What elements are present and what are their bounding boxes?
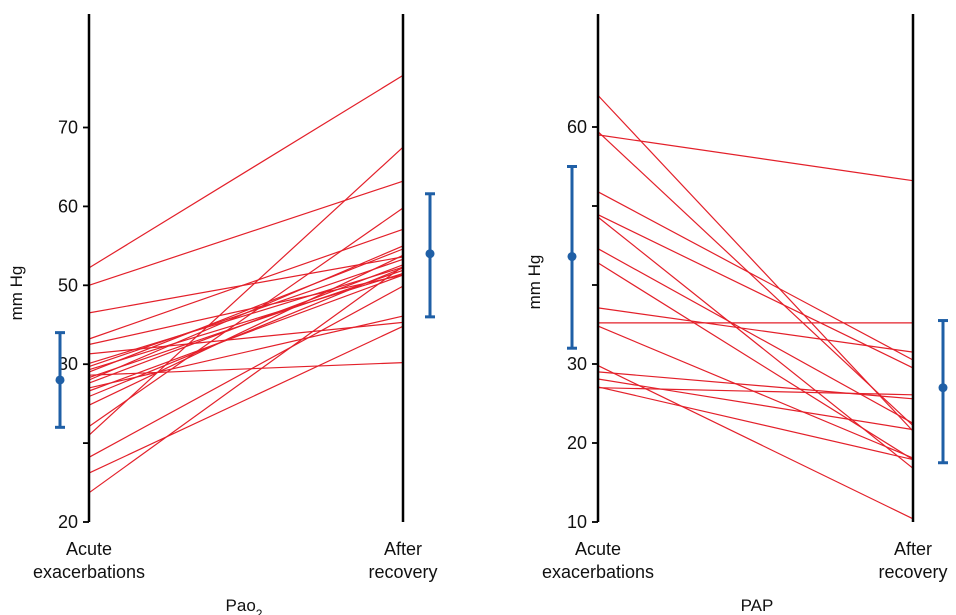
y-tick-label: 50 <box>58 275 78 295</box>
category-label-after: recovery <box>368 562 437 582</box>
subject-line-12 <box>88 269 404 379</box>
subject-line-7 <box>597 248 914 424</box>
subject-line-16 <box>597 387 914 396</box>
subject-line-3 <box>88 285 404 458</box>
mean-errorbar-after <box>425 192 435 319</box>
y-tick-label: 60 <box>58 196 78 216</box>
y-tick-label: 70 <box>58 118 78 138</box>
subject-line-21 <box>88 256 404 314</box>
y-tick-label: 30 <box>58 354 78 374</box>
panel-title: PAP <box>741 596 774 615</box>
y-tick-label: 20 <box>58 512 78 532</box>
subject-line-6 <box>88 254 404 406</box>
subject-line-4 <box>88 146 404 436</box>
mean-errorbar-acute <box>567 165 577 350</box>
subject-line-15 <box>88 272 404 371</box>
category-label-acute: exacerbations <box>542 562 654 582</box>
subject-line-19 <box>88 274 404 346</box>
subject-line-5 <box>88 207 404 427</box>
y-tick-label: 60 <box>567 117 587 137</box>
mean-point <box>938 383 948 393</box>
category-label-acute: Acute <box>66 539 112 559</box>
mean-point <box>55 375 65 385</box>
subject-line-18 <box>88 321 404 355</box>
mean-point <box>567 252 577 262</box>
subject-line-5 <box>597 214 914 369</box>
subject-line-2 <box>88 325 404 474</box>
subject-line-17 <box>88 266 404 364</box>
subject-line-8 <box>88 274 404 392</box>
subject-line-1 <box>597 94 914 432</box>
subject-line-9 <box>597 307 914 353</box>
subject-line-14 <box>88 248 404 373</box>
subject-line-16 <box>88 258 404 368</box>
category-label-after: recovery <box>878 562 947 582</box>
y-tick-label: 20 <box>567 433 587 453</box>
chart-panel-1: 20 30 50 60 70 mm Hg Acute exacerbations After re… <box>7 14 438 615</box>
subject-line-15 <box>597 386 914 461</box>
subject-line-13 <box>88 362 404 376</box>
y-tick-label: 10 <box>567 512 587 532</box>
y-axis-title: mm Hg <box>7 266 26 321</box>
subject-line-14 <box>597 378 914 431</box>
mean-errorbar-after <box>938 319 948 465</box>
panel-title: Pao2 <box>226 596 263 615</box>
mean-point <box>425 249 435 259</box>
mean-errorbar-acute <box>55 331 65 429</box>
category-label-acute: Acute <box>575 539 621 559</box>
subject-line-2 <box>597 131 914 427</box>
subject-line-11 <box>597 325 914 459</box>
subject-line-22 <box>88 180 404 286</box>
subject-line-3 <box>597 134 914 182</box>
y-tick-label: 30 <box>567 354 587 374</box>
subject-line-1 <box>88 265 404 494</box>
category-label-after: After <box>384 539 422 559</box>
subject-line-20 <box>88 228 404 340</box>
category-label-acute: exacerbations <box>33 562 145 582</box>
y-axis-title: mm Hg <box>525 255 544 310</box>
category-label-after: After <box>894 539 932 559</box>
subject-line-23 <box>88 74 404 269</box>
subject-line-13 <box>597 371 914 400</box>
subject-line-8 <box>597 262 914 461</box>
subject-line-4 <box>597 191 914 361</box>
subject-line-12 <box>597 365 914 520</box>
chart-panel-2: 10 20 30 60 mm Hg Acute exacerbations After reco… <box>525 14 948 615</box>
